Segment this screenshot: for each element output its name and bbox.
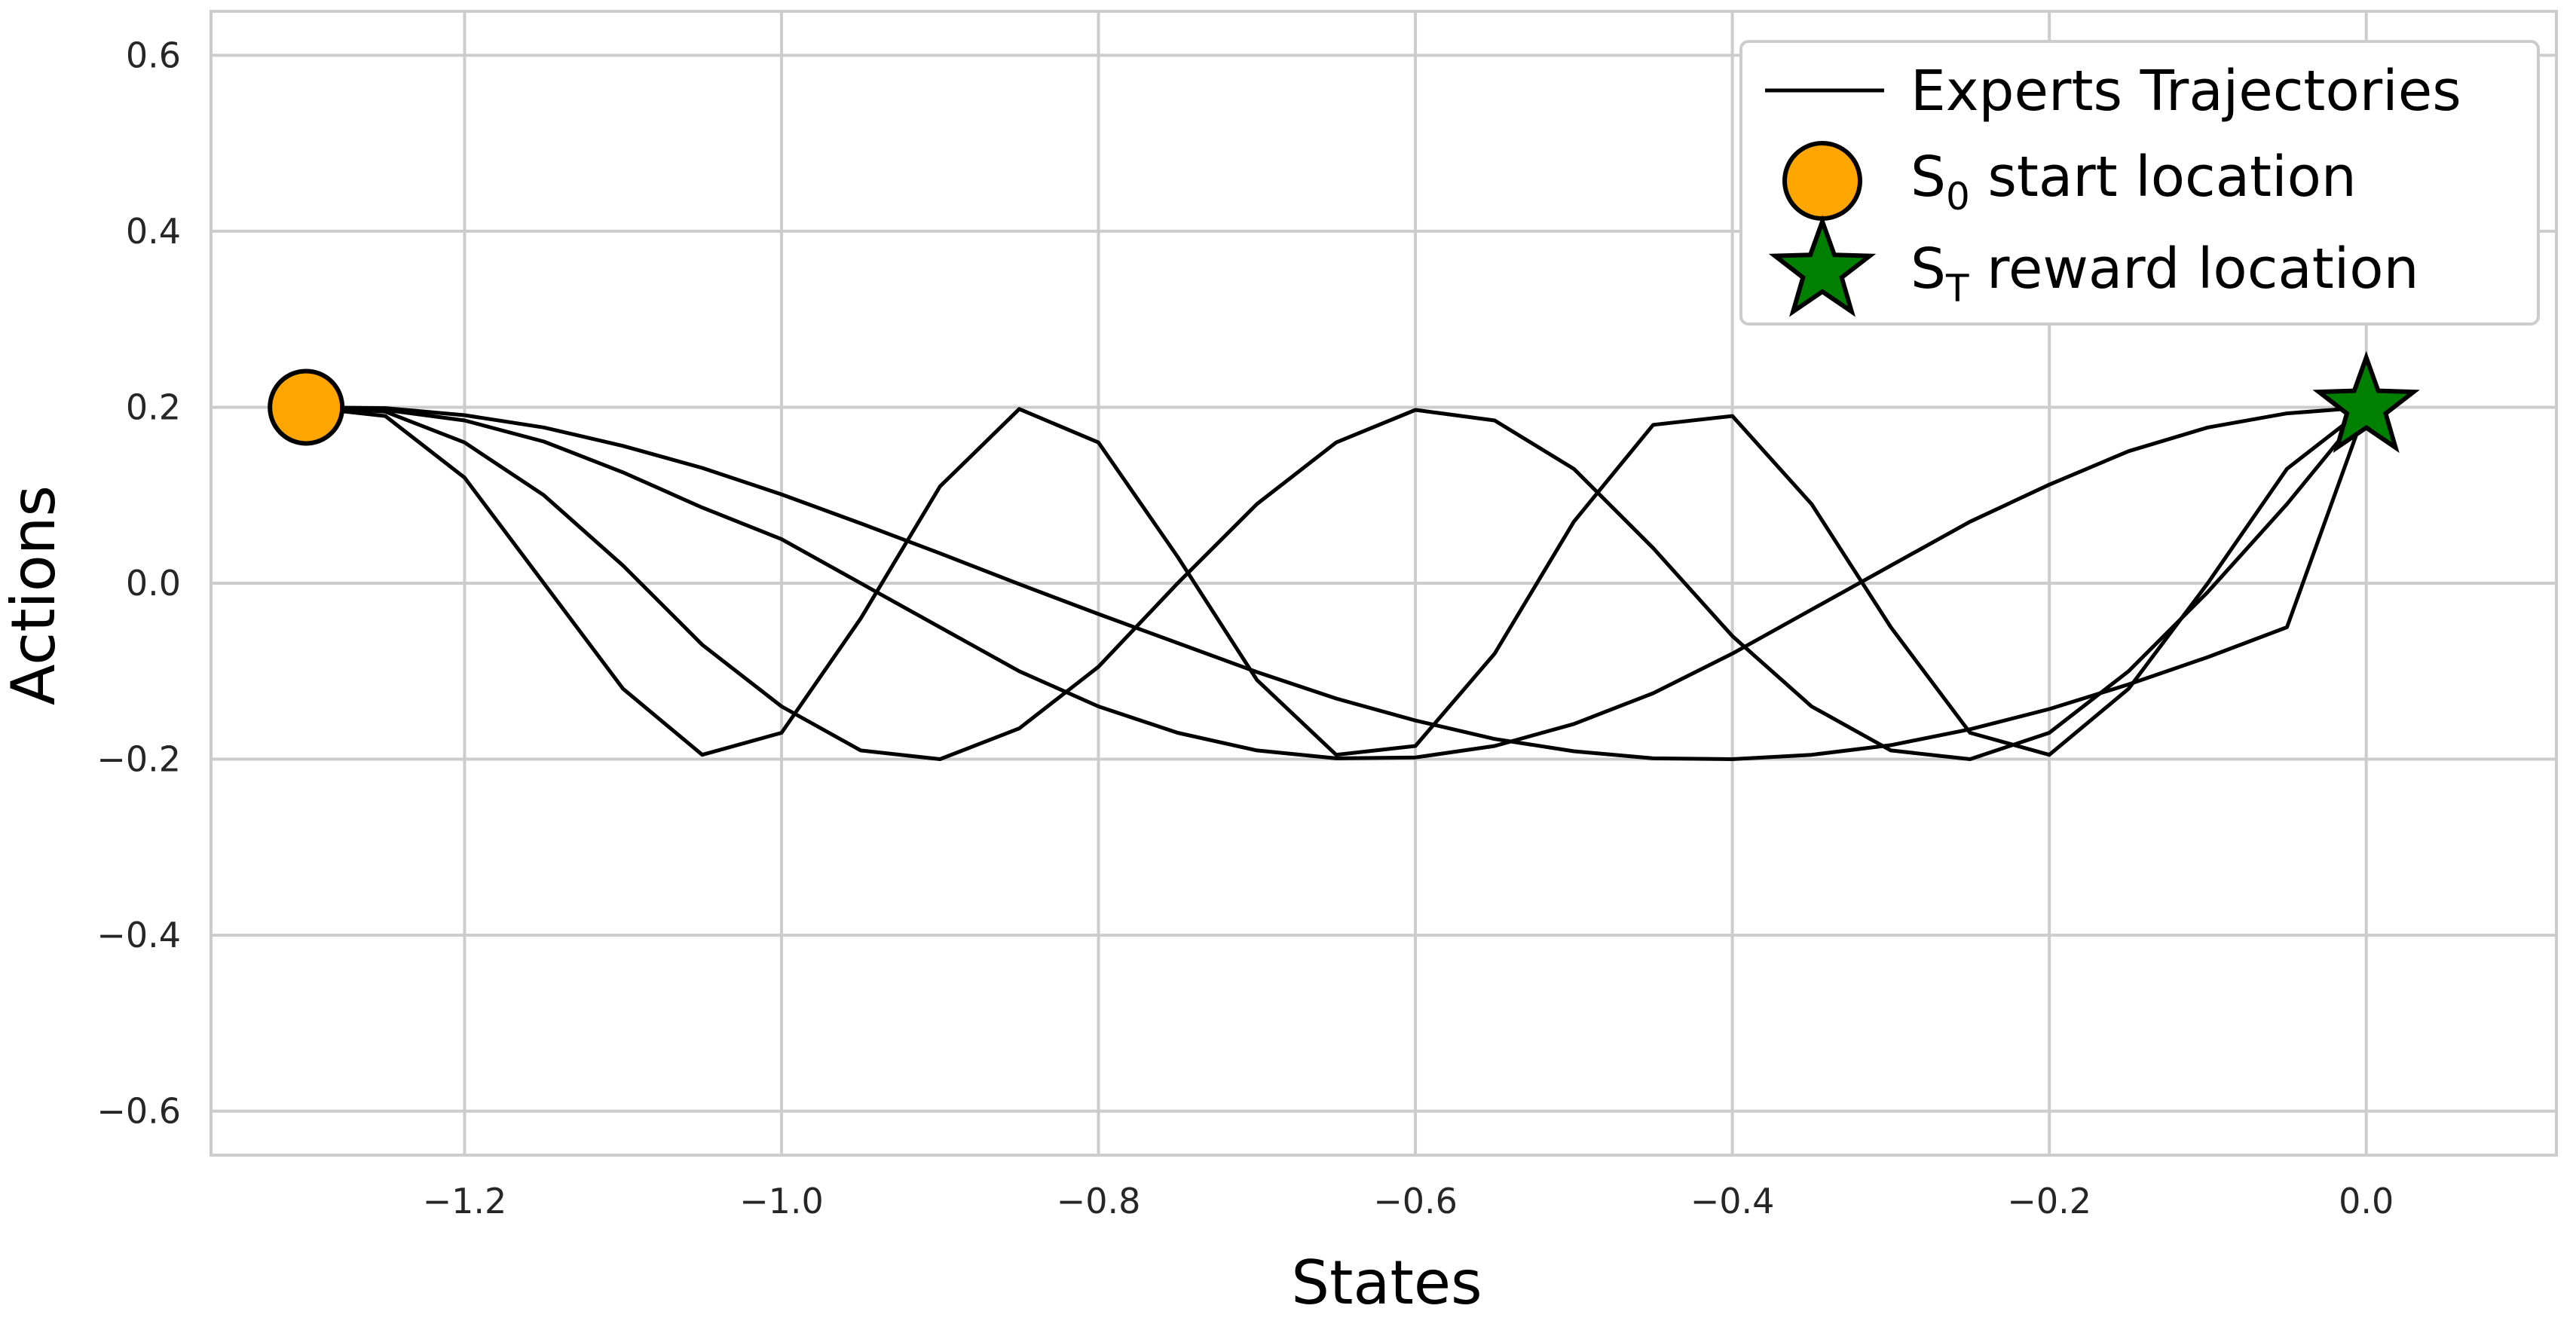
- y-tick-label: 0.2: [126, 387, 181, 427]
- reward-location-marker: [2312, 350, 2420, 454]
- start-location-marker: [268, 368, 345, 446]
- legend-start-swatch: [1782, 141, 1862, 221]
- legend-label-experts: Experts Trajectories: [1911, 59, 2461, 124]
- y-tick-label: −0.6: [96, 1091, 181, 1132]
- expert-trajectory-line: [306, 405, 2368, 761]
- x-tick-label: −1.2: [423, 1181, 507, 1221]
- legend-label-reward: ST reward location: [1911, 237, 2418, 310]
- legend-reward-swatch: [1768, 215, 1877, 317]
- legend-box: [1739, 40, 2540, 326]
- expert-trajectory-line: [305, 405, 2368, 757]
- tick-labels: −1.2 −1.0 −0.8 −0.6 −0.4 −0.2 0.0 −0.6 −0.4 −0.2 0…: [96, 35, 2394, 1221]
- x-tick-label: −0.8: [1057, 1181, 1141, 1221]
- x-tick-label: −1.0: [739, 1181, 824, 1221]
- markers: [268, 350, 2420, 454]
- expert-trajectory-line: [306, 405, 2369, 761]
- legend: Experts Trajectories S0 start location S…: [1739, 40, 2540, 326]
- expert-trajectories: [305, 405, 2369, 761]
- y-axis-label: Actions: [0, 485, 69, 705]
- y-tick-label: −0.2: [96, 739, 181, 780]
- y-tick-label: 0.0: [126, 563, 181, 604]
- legend-label-start: S0 start location: [1911, 145, 2357, 219]
- expert-trajectory-line: [306, 405, 2366, 760]
- x-tick-label: −0.4: [1690, 1181, 1775, 1221]
- y-tick-label: 0.6: [126, 35, 181, 75]
- plot-frame: [210, 10, 2558, 1157]
- x-tick-label: −0.6: [1373, 1181, 1458, 1221]
- x-tick-label: 0.0: [2339, 1181, 2394, 1221]
- x-axis-label: States: [1291, 1248, 1482, 1318]
- y-tick-label: 0.4: [126, 211, 181, 252]
- y-tick-label: −0.4: [96, 915, 181, 955]
- x-tick-label: −0.2: [2007, 1181, 2091, 1221]
